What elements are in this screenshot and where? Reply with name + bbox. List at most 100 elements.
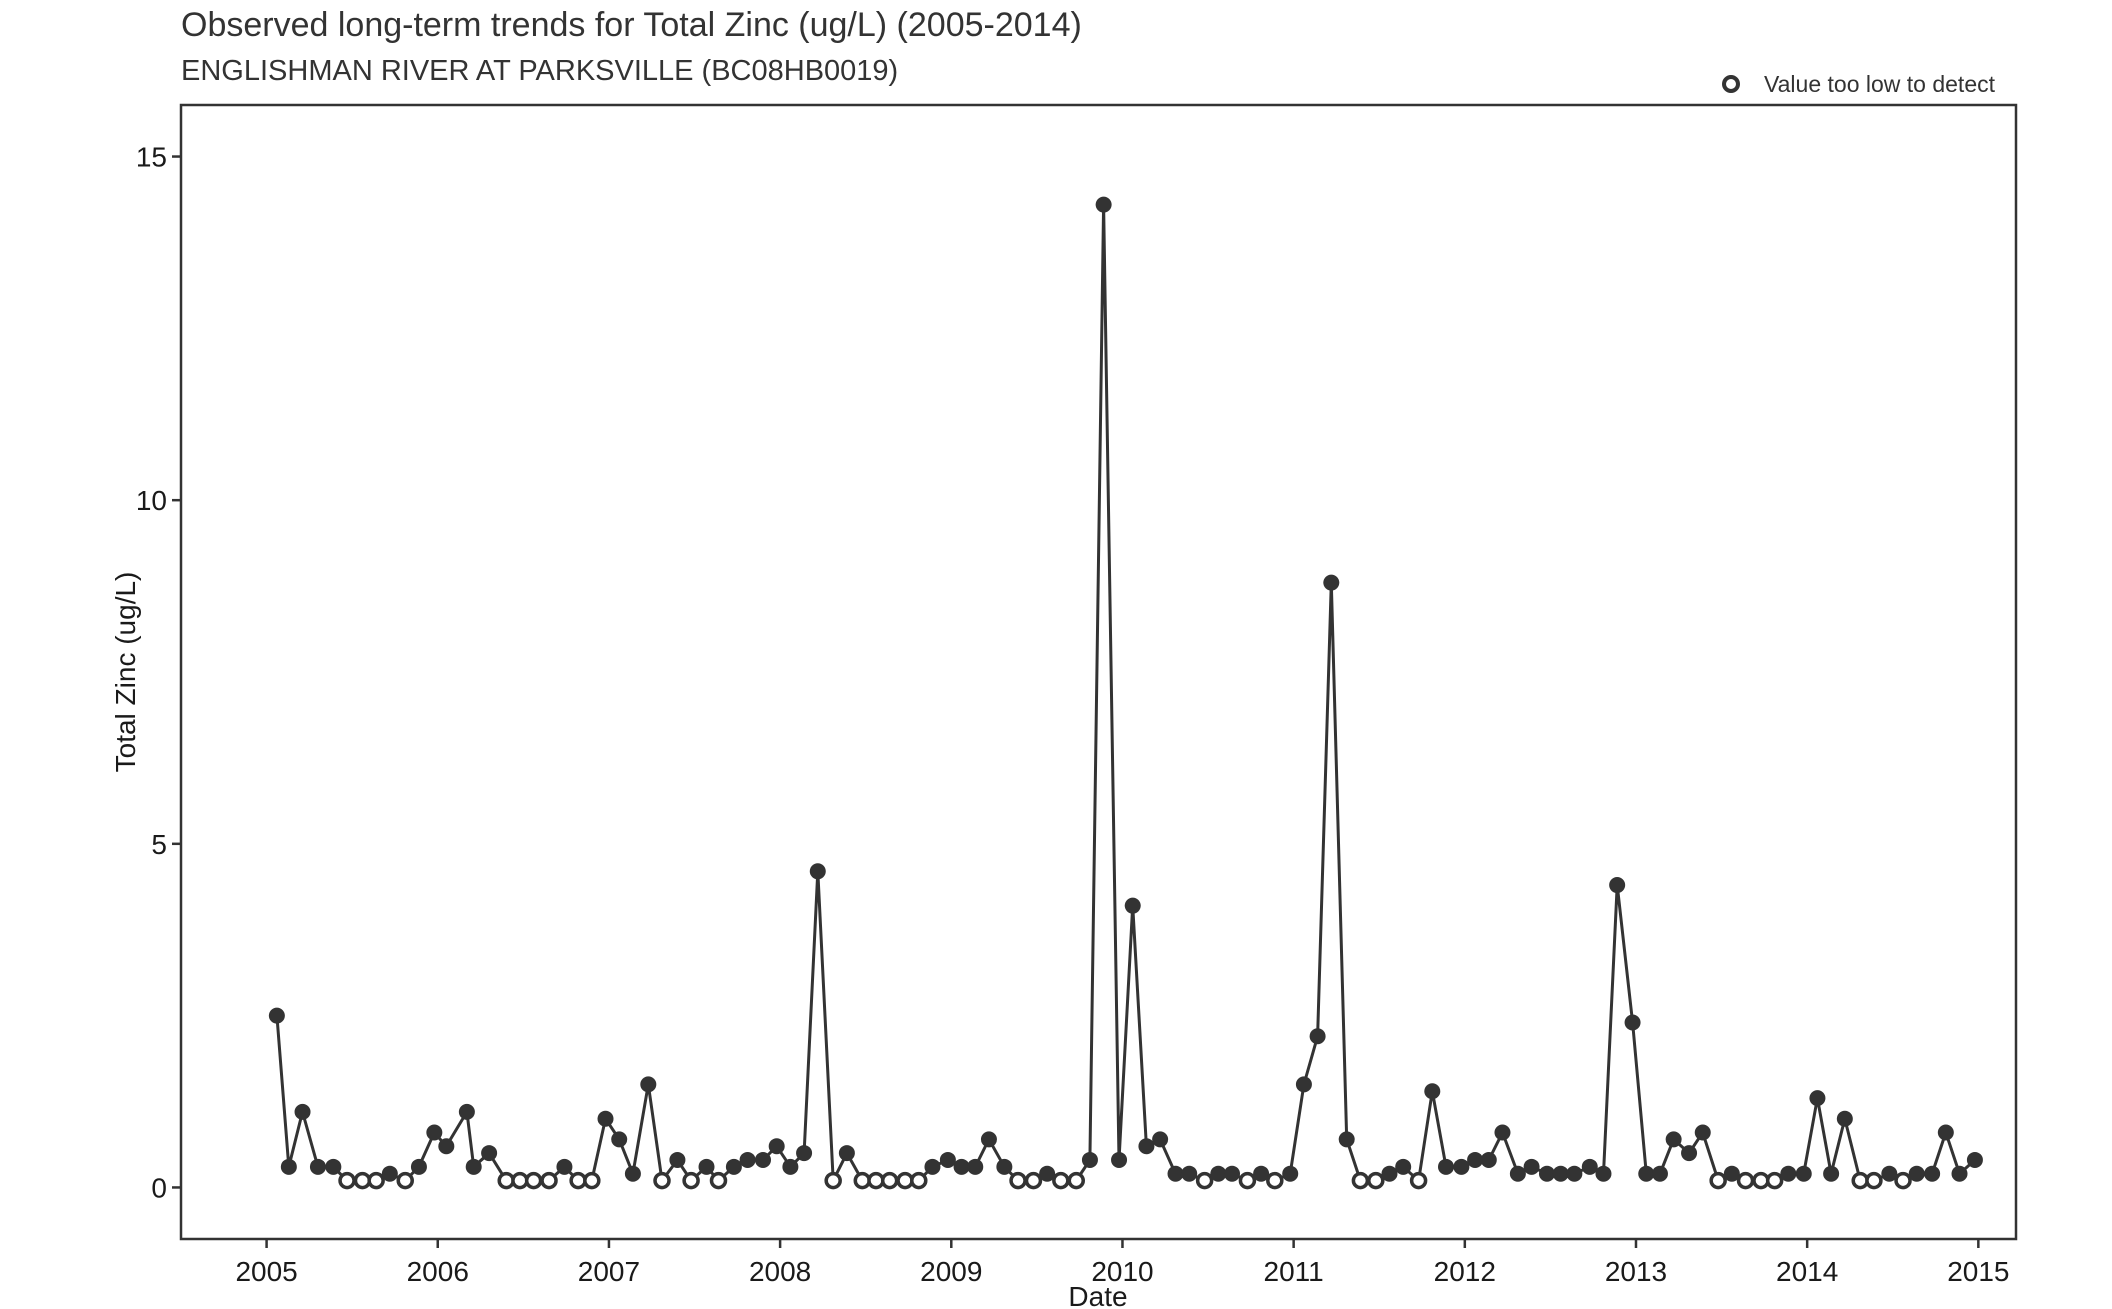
data-point <box>1595 1165 1612 1182</box>
data-point-below-detection <box>540 1171 558 1190</box>
data-point-below-detection <box>1238 1171 1257 1190</box>
data-point <box>1224 1165 1241 1182</box>
data-point <box>556 1158 573 1175</box>
data-point <box>782 1158 799 1175</box>
data-point-below-detection <box>1865 1171 1883 1190</box>
data-point <box>280 1158 297 1175</box>
data-point <box>1480 1151 1497 1168</box>
data-point <box>924 1158 941 1175</box>
data-point <box>1538 1165 1555 1182</box>
data-point-below-detection <box>569 1171 587 1190</box>
data-point <box>768 1138 785 1155</box>
y-axis-title: Total Zinc (ug/L) <box>110 572 141 773</box>
data-point-below-detection <box>396 1171 414 1190</box>
data-point <box>438 1138 455 1155</box>
data-point-below-detection <box>1894 1171 1912 1190</box>
series-line <box>275 204 1976 1187</box>
data-points <box>268 196 1983 1190</box>
data-point <box>1908 1165 1925 1182</box>
data-point <box>611 1131 628 1148</box>
data-point <box>1836 1110 1853 1127</box>
data-point <box>481 1145 498 1162</box>
data-point-below-detection <box>1851 1171 1869 1190</box>
chart-title: Observed long-term trends for Total Zinc… <box>181 6 1082 44</box>
x-tick-label: 2008 <box>749 1256 811 1287</box>
data-point <box>1138 1138 1155 1155</box>
data-point <box>953 1158 970 1175</box>
data-point <box>1181 1165 1198 1182</box>
data-point <box>1681 1145 1698 1162</box>
data-point <box>426 1124 443 1141</box>
data-point <box>754 1151 771 1168</box>
chart-subtitle: ENGLISHMAN RIVER AT PARKSVILLE (BC08HB00… <box>181 55 899 87</box>
y-tick-label: 10 <box>136 485 167 516</box>
data-point-below-detection <box>1765 1171 1784 1190</box>
x-tick-label: 2013 <box>1605 1256 1667 1287</box>
data-point <box>1924 1165 1941 1182</box>
data-point-below-detection <box>853 1171 872 1190</box>
data-point <box>1609 877 1626 894</box>
data-point <box>1453 1158 1470 1175</box>
data-point <box>1823 1165 1840 1182</box>
data-point <box>1338 1131 1355 1148</box>
data-point-below-detection <box>709 1171 728 1190</box>
data-point-below-detection <box>1709 1171 1727 1190</box>
data-point <box>980 1131 997 1148</box>
data-point <box>1039 1165 1056 1182</box>
x-tick-label: 2010 <box>1091 1256 1153 1287</box>
data-point <box>996 1158 1013 1175</box>
data-point <box>1566 1165 1583 1182</box>
data-point <box>1509 1165 1526 1182</box>
x-tick-label: 2006 <box>407 1256 469 1287</box>
data-point <box>465 1158 482 1175</box>
data-point <box>725 1158 742 1175</box>
legend-label-below-detection: Value too low to detect <box>1764 70 1995 97</box>
data-point-below-detection <box>824 1171 842 1190</box>
data-point-below-detection <box>1736 1171 1755 1190</box>
data-point-below-detection <box>1351 1171 1370 1190</box>
x-tick-label: 2009 <box>920 1256 982 1287</box>
data-point <box>1651 1165 1668 1182</box>
x-tick-label: 2005 <box>235 1256 297 1287</box>
legend: Value too low to detect <box>1722 66 1995 102</box>
data-point <box>597 1110 614 1127</box>
data-point <box>838 1145 855 1162</box>
data-point-below-detection <box>682 1171 700 1190</box>
data-point <box>1095 196 1112 213</box>
y-axis: 0 5 10 15 <box>136 142 181 1203</box>
data-point <box>809 863 826 880</box>
x-tick-label: 2011 <box>1264 1256 1324 1287</box>
data-point <box>1723 1165 1740 1182</box>
data-point <box>1152 1131 1169 1148</box>
data-point <box>1381 1165 1398 1182</box>
x-axis: 2005 2006 2007 2008 2009 2010 2011 2012 2013 2014… <box>235 1239 2009 1287</box>
data-point <box>1809 1090 1826 1107</box>
x-tick-label: 2015 <box>1947 1256 2009 1287</box>
x-tick-label: 2014 <box>1776 1256 1838 1287</box>
data-point-below-detection <box>1009 1171 1027 1190</box>
data-point <box>309 1158 326 1175</box>
data-point <box>669 1151 686 1168</box>
data-point <box>1780 1165 1797 1182</box>
data-point-below-detection <box>867 1171 885 1190</box>
data-point-below-detection <box>1067 1171 1085 1190</box>
data-point-below-detection <box>896 1171 914 1190</box>
data-point <box>1167 1165 1184 1182</box>
data-point <box>1694 1124 1711 1141</box>
data-point <box>1124 897 1141 914</box>
data-point <box>1665 1131 1682 1148</box>
data-point <box>1624 1014 1641 1031</box>
data-point-below-detection <box>880 1171 899 1190</box>
data-point-below-detection <box>338 1171 356 1190</box>
data-point <box>967 1158 984 1175</box>
data-point-below-detection <box>583 1171 601 1190</box>
data-point-below-detection <box>1195 1171 1214 1190</box>
data-point <box>1111 1151 1128 1168</box>
data-point <box>1323 574 1340 591</box>
data-point <box>624 1165 641 1182</box>
data-point <box>1437 1158 1454 1175</box>
data-point-below-detection <box>497 1171 515 1190</box>
data-point <box>1309 1028 1326 1045</box>
data-point <box>1523 1158 1540 1175</box>
x-axis-title: Date <box>1068 1281 1127 1309</box>
